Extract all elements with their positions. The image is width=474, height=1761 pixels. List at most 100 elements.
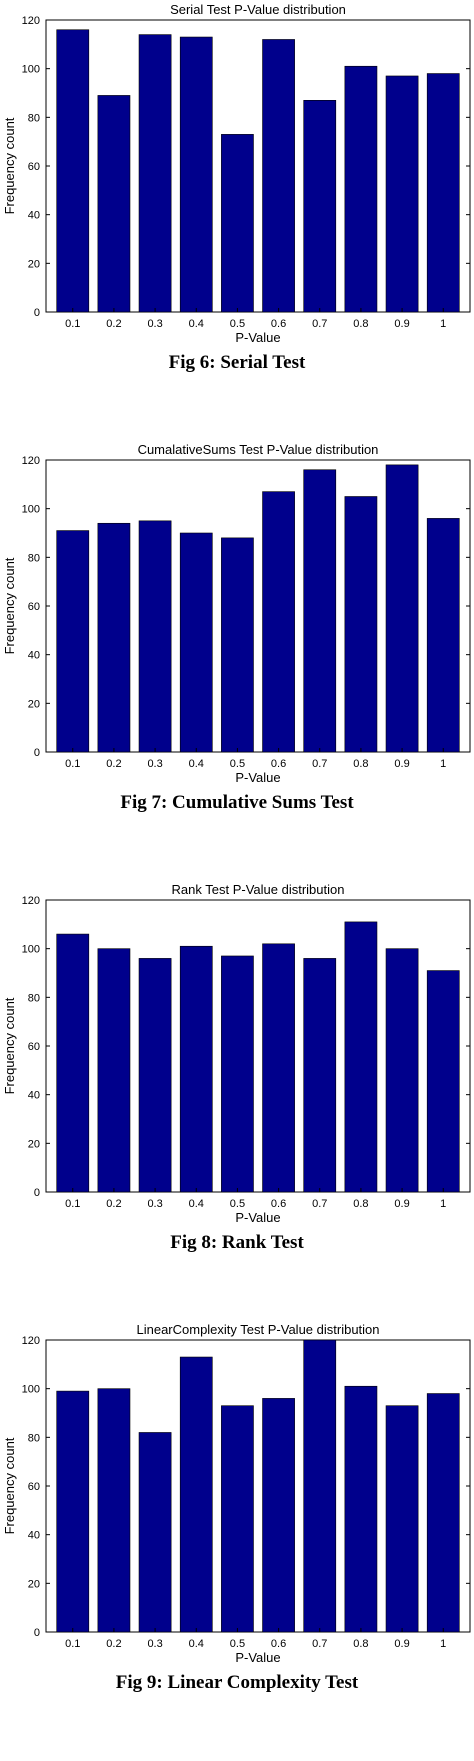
x-tick-label: 0.1 <box>65 1198 80 1210</box>
figure-caption: Fig 7: Cumulative Sums Test <box>120 792 354 813</box>
x-tick-label: 0.7 <box>312 318 327 330</box>
x-tick-label: 0.3 <box>147 1638 162 1650</box>
x-axis-label: P-Value <box>235 1650 280 1665</box>
y-axis-label: Frequency count <box>2 117 17 214</box>
y-tick-label: 120 <box>22 1335 40 1347</box>
bar-0.3 <box>138 34 172 313</box>
x-tick-label: 0.2 <box>106 758 121 770</box>
bar-1 <box>426 1393 460 1633</box>
y-tick-label: 100 <box>22 64 40 76</box>
x-tick-label: 0.4 <box>189 758 204 770</box>
y-axis-label: Frequency count <box>2 997 17 1094</box>
bar-0.6 <box>262 39 295 313</box>
bar-0.4 <box>179 532 213 753</box>
y-tick-label: 40 <box>28 650 40 662</box>
y-tick-label: 0 <box>34 1187 40 1199</box>
bar-0.9 <box>385 75 419 313</box>
x-tick-label: 0.6 <box>271 1198 286 1210</box>
bar-0.5 <box>221 537 254 753</box>
bar-0.9 <box>385 464 419 753</box>
bar-0.3 <box>138 1432 172 1633</box>
x-tick-label: 0.8 <box>353 758 368 770</box>
x-tick-label: 0.9 <box>394 758 409 770</box>
bar-0.1 <box>56 933 90 1193</box>
x-tick-label: 0.5 <box>230 318 245 330</box>
bar-0.8 <box>344 65 378 313</box>
y-tick-label: 20 <box>28 1138 40 1150</box>
chart-title: Rank Test P-Value distribution <box>172 882 345 897</box>
x-tick-label: 0.4 <box>189 318 204 330</box>
x-tick-label: 1 <box>440 1198 446 1210</box>
bar-0.4 <box>179 945 213 1193</box>
bar-1 <box>426 970 460 1193</box>
chart-figure-3: Rank Test P-Value distribution 0.1 0.2 0.3 0… <box>0 880 474 1320</box>
bar-0.7 <box>303 469 337 753</box>
y-tick-label: 100 <box>22 1384 40 1396</box>
y-tick-label: 80 <box>28 112 40 124</box>
y-tick-label: 0 <box>34 1627 40 1639</box>
bar-0.3 <box>138 520 172 753</box>
x-tick-label: 0.9 <box>394 1638 409 1650</box>
bar-0.5 <box>221 134 254 313</box>
y-axis-label: Frequency count <box>2 1437 17 1534</box>
x-tick-label: 0.1 <box>65 1638 80 1650</box>
x-tick-label: 0.7 <box>312 1198 327 1210</box>
bar-0.7 <box>303 1339 337 1633</box>
bar-0.5 <box>221 1405 254 1633</box>
bar-0.2 <box>97 1388 131 1633</box>
x-tick-label: 0.9 <box>394 318 409 330</box>
chart-svg: LinearComplexity Test P-Value distributi… <box>2 1322 471 1665</box>
bar-0.8 <box>344 1385 378 1633</box>
chart-figure-2: CumalativeSums Test P-Value distribution… <box>0 440 474 880</box>
x-axis-label: P-Value <box>235 330 280 345</box>
x-tick-label: 0.3 <box>147 758 162 770</box>
x-tick-label: 1 <box>440 318 446 330</box>
y-tick-label: 120 <box>22 455 40 467</box>
y-tick-label: 80 <box>28 1432 40 1444</box>
y-tick-label: 0 <box>34 307 40 319</box>
x-tick-label: 0.6 <box>271 1638 286 1650</box>
bar-0.8 <box>344 496 378 753</box>
y-tick-label: 100 <box>22 504 40 516</box>
y-tick-label: 80 <box>28 992 40 1004</box>
figure-caption: Fig 8: Rank Test <box>170 1232 304 1253</box>
x-tick-label: 0.8 <box>353 1638 368 1650</box>
bar-0.8 <box>344 921 378 1193</box>
bar-0.3 <box>138 958 172 1193</box>
y-tick-label: 40 <box>28 1090 40 1102</box>
y-tick-label: 0 <box>34 747 40 759</box>
bar-0.1 <box>56 1390 90 1633</box>
x-tick-label: 0.8 <box>353 1198 368 1210</box>
chart-title: Serial Test P-Value distribution <box>170 2 346 17</box>
figure-caption: Fig 9: Linear Complexity Test <box>115 1672 359 1693</box>
y-tick-label: 60 <box>28 601 40 613</box>
bar-0.9 <box>385 1405 419 1633</box>
x-tick-label: 0.5 <box>230 1638 245 1650</box>
x-tick-label: 1 <box>440 1638 446 1650</box>
y-tick-label: 120 <box>22 895 40 907</box>
x-tick-label: 0.5 <box>230 758 245 770</box>
x-tick-label: 0.9 <box>394 1198 409 1210</box>
bar-1 <box>426 73 460 313</box>
figure-caption: Fig 6: Serial Test <box>168 352 306 373</box>
bar-0.2 <box>97 522 131 753</box>
x-tick-label: 0.4 <box>189 1638 204 1650</box>
y-tick-label: 60 <box>28 161 40 173</box>
bar-0.4 <box>179 1356 213 1633</box>
x-tick-label: 0.4 <box>189 1198 204 1210</box>
x-tick-label: 0.2 <box>106 1198 121 1210</box>
x-tick-label: 0.7 <box>312 758 327 770</box>
x-tick-label: 0.6 <box>271 318 286 330</box>
y-tick-label: 40 <box>28 210 40 222</box>
chart-title: CumalativeSums Test P-Value distribution <box>138 442 379 457</box>
x-tick-label: 0.2 <box>106 1638 121 1650</box>
chart-figure-4: LinearComplexity Test P-Value distributi… <box>0 1320 474 1760</box>
x-tick-label: 0.7 <box>312 1638 327 1650</box>
x-tick-label: 0.3 <box>147 318 162 330</box>
bar-0.7 <box>303 958 337 1193</box>
x-axis-label: P-Value <box>235 770 280 785</box>
y-axis-label: Frequency count <box>2 557 17 654</box>
bar-1 <box>426 518 460 753</box>
chart-svg: Rank Test P-Value distribution 0.1 0.2 0.3 0… <box>2 882 471 1225</box>
chart-svg: Serial Test P-Value distribution 0.1 0.2 0.… <box>2 2 471 345</box>
